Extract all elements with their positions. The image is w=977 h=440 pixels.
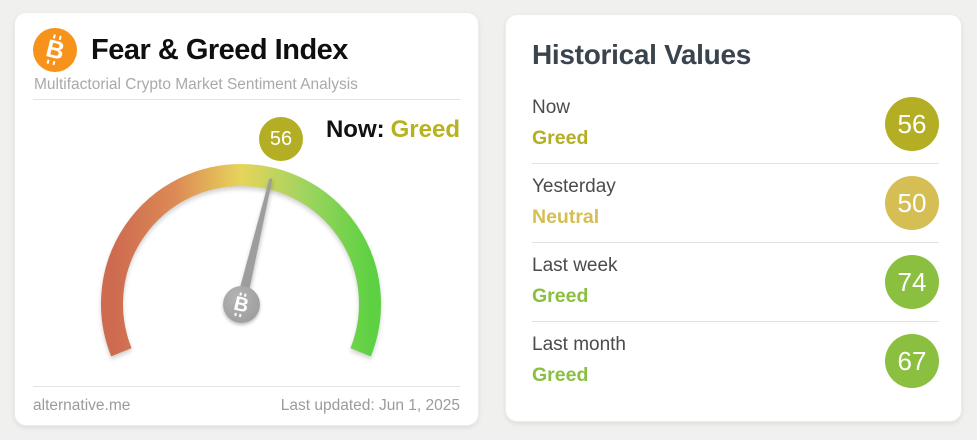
gauge-hub: B [223, 286, 260, 323]
gauge-needle-group [233, 178, 273, 315]
row-classification: Greed [532, 285, 589, 307]
bitcoin-icon: B [33, 28, 77, 72]
gauge-needle [233, 178, 273, 315]
page-subtitle: Multifactorial Crypto Market Sentiment A… [34, 76, 358, 93]
row-classification: Greed [532, 127, 589, 149]
alternative-me-link[interactable]: alternative.me [33, 397, 131, 414]
last-updated-text: Last updated: Jun 1, 2025 [280, 397, 460, 414]
now-classification: Greed [390, 116, 460, 143]
history-row-last-month: Last month Greed 67 [532, 322, 939, 400]
sentiment-gauge [101, 163, 381, 357]
history-row-yesterday: Yesterday Neutral 50 [532, 164, 939, 243]
row-value-badge: 50 [885, 176, 939, 230]
row-label: Now [532, 97, 571, 118]
row-label: Last week [532, 255, 618, 276]
fear-greed-card: B Fear & Greed Index Multifactorial Cryp… [14, 12, 479, 426]
page-title: Fear & Greed Index [91, 33, 348, 66]
fear-greed-header: B Fear & Greed Index [33, 25, 460, 75]
row-value-badge: 56 [885, 97, 939, 151]
row-label: Last month [532, 334, 626, 355]
gauge-arc [101, 163, 381, 357]
history-row-now: Now Greed 56 [532, 85, 939, 164]
row-value-badge: 67 [885, 334, 939, 388]
now-status: Now: Greed [326, 116, 460, 144]
gauge-value-badge: 56 [259, 117, 303, 161]
row-classification: Neutral [532, 206, 600, 228]
footer-divider [33, 386, 460, 387]
historical-values-title: Historical Values [532, 39, 752, 70]
card-footer: alternative.me Last updated: Jun 1, 2025 [33, 397, 460, 415]
historical-values-card: Historical Values Now Greed 56 Yesterday… [505, 14, 962, 422]
header-divider [33, 99, 460, 100]
history-row-last-week: Last week Greed 74 [532, 243, 939, 322]
bitcoin-hub-icon: B [231, 292, 252, 317]
row-label: Yesterday [532, 176, 616, 197]
historical-values-list: Now Greed 56 Yesterday Neutral 50 Last w… [532, 85, 939, 400]
now-label: Now: [325, 116, 385, 143]
row-value-badge: 74 [885, 255, 939, 309]
row-classification: Greed [532, 364, 589, 386]
